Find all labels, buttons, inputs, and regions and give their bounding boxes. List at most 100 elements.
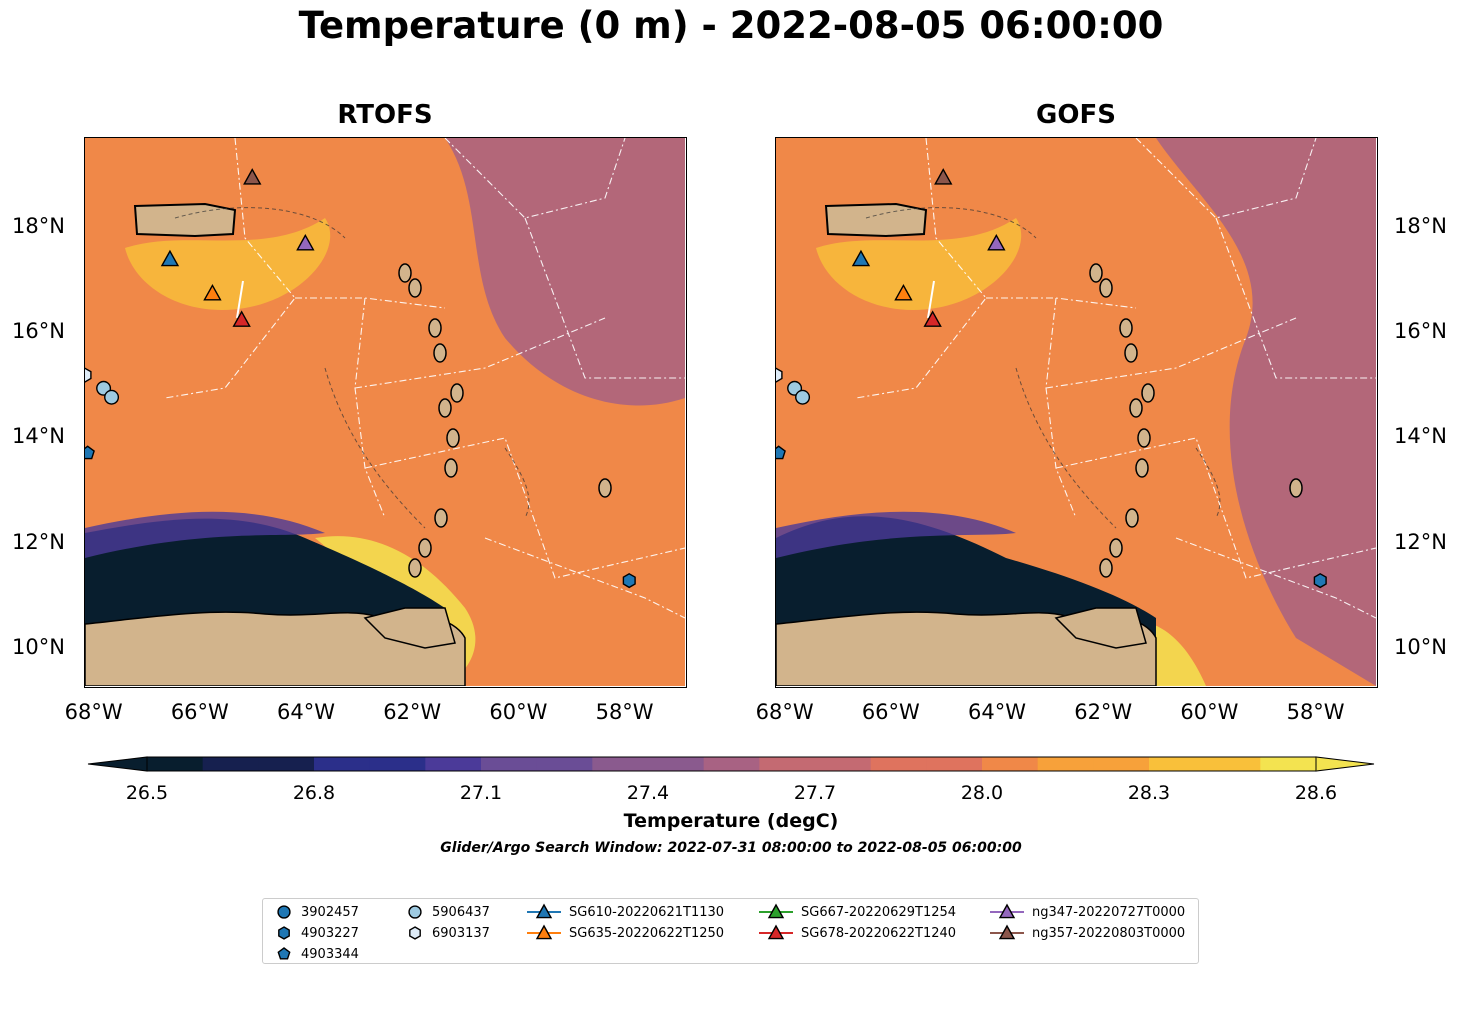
colorbar-segment xyxy=(258,757,315,771)
bathymetry-contour xyxy=(174,207,346,239)
island-land xyxy=(398,263,412,283)
colorbar-tick-label: 28.6 xyxy=(1294,782,1338,804)
legend-marker xyxy=(527,924,561,940)
colorbar-segment xyxy=(536,757,593,771)
colorbar-segment xyxy=(870,757,927,771)
lat-tick-label: 16°N xyxy=(12,318,65,343)
eez-boundary-line xyxy=(354,317,606,389)
legend-marker xyxy=(759,903,793,919)
glider-track xyxy=(927,280,935,319)
map-gofs xyxy=(775,137,1378,688)
island-land xyxy=(438,398,452,418)
legend-marker xyxy=(759,924,793,940)
island-land xyxy=(408,278,422,298)
island-land xyxy=(446,428,460,448)
island-land xyxy=(444,458,458,478)
colorbar-segment xyxy=(1204,757,1261,771)
puerto-rico-land xyxy=(824,202,928,238)
legend: 3902457 4903227 4903344 5906437 6903137 SG610… xyxy=(262,898,1199,964)
colorbar-segment xyxy=(314,757,371,771)
platform-marker-ng357-20220803t0000 xyxy=(934,168,953,185)
panel-title-rtofs: RTOFS xyxy=(337,100,433,130)
eez-boundary-line xyxy=(444,138,626,219)
island-land xyxy=(433,343,447,363)
eez-boundary-line xyxy=(855,138,987,399)
legend-item: 3902457 xyxy=(275,903,359,921)
colorbar-segment xyxy=(815,757,872,771)
colorbar-min-extend xyxy=(87,756,148,772)
platform-marker-ng347-20220727t0000 xyxy=(296,233,315,251)
colorbar-segment xyxy=(759,757,816,771)
legend-marker xyxy=(278,926,290,940)
legend-label: ng357-20220803T0000 xyxy=(1032,925,1186,941)
island-land xyxy=(434,508,448,528)
lon-tick-label: 62°W xyxy=(383,700,442,724)
colorbar-segment xyxy=(425,757,482,771)
legend-label: SG678-20220622T1240 xyxy=(801,925,957,941)
lon-tick-label: 68°W xyxy=(64,700,123,724)
island-land xyxy=(1141,383,1155,403)
cool-water-region xyxy=(445,138,685,406)
island-land xyxy=(1124,343,1138,363)
platform-marker-ng347-20220727t0000 xyxy=(987,233,1006,251)
colorbar-segment xyxy=(369,757,426,771)
platform-marker-sg678-20220622t1240 xyxy=(232,310,251,327)
trinidad-land xyxy=(363,607,456,649)
lon-tick-label: 66°W xyxy=(861,700,920,724)
puerto-rico-land xyxy=(133,202,237,238)
legend-label: 5906437 xyxy=(432,904,490,920)
colorbar-max-extend xyxy=(1315,756,1375,772)
lon-tick-label: 68°W xyxy=(755,700,814,724)
colorbar-segment xyxy=(202,757,259,771)
colorbar-segment xyxy=(1093,757,1150,771)
transition-band xyxy=(85,511,325,558)
legend-marker xyxy=(277,905,291,919)
legend-item: ng357-20220803T0000 xyxy=(990,924,1185,942)
legend-label: 3902457 xyxy=(301,904,359,920)
colorbar-segment xyxy=(926,757,983,771)
colorbar-segment xyxy=(1149,757,1206,771)
platform-marker-4903227 xyxy=(1313,572,1327,589)
colorbar-tick-label: 26.8 xyxy=(292,782,336,804)
lat-tick-label: 18°N xyxy=(12,213,65,238)
platform-marker-5906437 xyxy=(104,389,120,405)
lat-tick-label: 16°N xyxy=(1394,318,1447,343)
eez-boundary-line xyxy=(164,138,296,399)
legend-item: 6903137 xyxy=(406,924,490,942)
eez-boundary-line xyxy=(1045,297,1077,519)
cool-water-region xyxy=(1156,138,1376,686)
island-land xyxy=(1289,478,1303,498)
legend-marker xyxy=(990,924,1024,940)
island-land xyxy=(408,558,422,578)
platform-marker-4903344 xyxy=(85,445,95,460)
legend-label: 4903227 xyxy=(301,925,359,941)
eez-boundary-line xyxy=(1215,217,1376,379)
circle-marker-icon xyxy=(408,905,422,919)
pentagon-marker-icon xyxy=(277,947,291,960)
island-land xyxy=(1109,538,1123,558)
colorbar-tick-label: 28.3 xyxy=(1127,782,1171,804)
eez-boundary-line xyxy=(1055,437,1376,579)
eez-boundary-line xyxy=(524,217,685,379)
platform-marker-sg610-20220621t1130 xyxy=(160,249,180,267)
lat-tick-label: 12°N xyxy=(12,529,65,554)
lat-tick-label: 18°N xyxy=(1394,213,1447,238)
colorbar-segment xyxy=(1037,757,1094,771)
colorbar-segment xyxy=(592,757,649,771)
hexagon-marker-icon xyxy=(409,926,421,940)
legend-marker xyxy=(408,905,422,919)
lon-tick-label: 62°W xyxy=(1074,700,1133,724)
legend-item: 4903227 xyxy=(275,924,359,942)
island-land xyxy=(418,538,432,558)
legend-item: SG635-20220622T1250 xyxy=(527,924,724,942)
bathymetry-contour xyxy=(1195,447,1221,519)
legend-item: 5906437 xyxy=(406,903,490,921)
island-land xyxy=(1137,428,1151,448)
colorbar-segment xyxy=(703,757,760,771)
warm-water-patch xyxy=(125,218,331,310)
colorbar-segment xyxy=(982,757,1039,771)
legend-marker xyxy=(527,903,561,919)
colorbar-segment xyxy=(147,757,204,771)
platform-marker-sg610-20220621t1130 xyxy=(851,249,871,267)
bathymetry-contour xyxy=(324,367,426,529)
